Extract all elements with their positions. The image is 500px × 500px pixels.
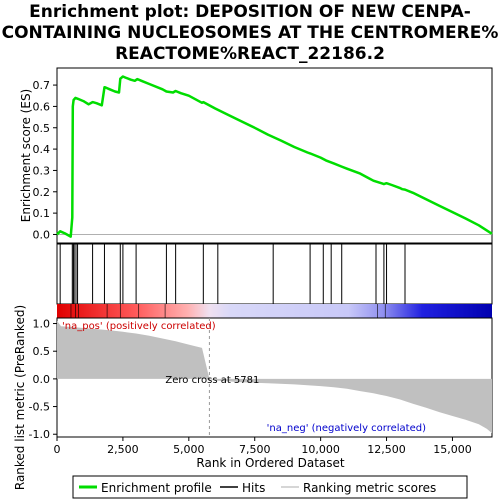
metric-xtick-label: 2,500 bbox=[107, 443, 139, 456]
metric-ytick-label: -0.5 bbox=[29, 401, 50, 414]
neg-annotation: 'na_neg' (negatively correlated) bbox=[267, 423, 426, 434]
hits-panel bbox=[56, 243, 493, 318]
axis-labels: Enrichment score (ES) Ranked list metric … bbox=[13, 89, 345, 490]
metric-area bbox=[57, 320, 492, 434]
es-ylabel: Enrichment score (ES) bbox=[19, 89, 33, 222]
metric-panel: 1.0 0.5 0.0 -0.5 -1.0 0 2,500 5,000 7,500 10,000 1… bbox=[29, 317, 493, 456]
es-ytick-label: 0.0 bbox=[33, 228, 51, 241]
rank-heat-bar bbox=[57, 304, 492, 318]
es-ytick-label: 0.3 bbox=[33, 164, 51, 177]
metric-xtick-label: 0 bbox=[54, 443, 61, 456]
es-ytick-label: 0.5 bbox=[33, 122, 51, 135]
es-panel: 0.0 0.1 0.2 0.3 0.4 0.5 0.6 0.7 bbox=[33, 67, 493, 244]
title-line-2: CONTAINING NUCLEOSOMES AT THE CENTROMERE… bbox=[1, 23, 499, 43]
title-line-1: Enrichment plot: DEPOSITION OF NEW CENPA… bbox=[29, 2, 471, 22]
legend-box bbox=[72, 475, 468, 499]
es-ytick-label: 0.6 bbox=[33, 100, 51, 113]
pos-annotation: 'na_pos' (positively correlated) bbox=[62, 321, 216, 332]
metric-xtick-label: 5,000 bbox=[173, 443, 205, 456]
es-ytick-label: 0.4 bbox=[33, 143, 51, 156]
metric-ytick-label: 0.5 bbox=[33, 345, 51, 358]
metric-xtick-label: 12,500 bbox=[367, 443, 406, 456]
metric-ytick-label: -1.0 bbox=[29, 428, 50, 441]
legend-item-label: Enrichment profile bbox=[101, 481, 212, 495]
metric-xtick-label: 7,500 bbox=[239, 443, 271, 456]
legend-item-label: Hits bbox=[242, 481, 265, 495]
legend-item-label: Ranking metric scores bbox=[303, 481, 436, 495]
metric-xtick-label: 10,000 bbox=[301, 443, 340, 456]
metric-xtick-label: 15,000 bbox=[433, 443, 472, 456]
metric-ylabel: Ranked list metric (PreRanked) bbox=[13, 305, 27, 490]
zero-cross-annotation: Zero cross at 5781 bbox=[165, 375, 259, 386]
es-plot-frame bbox=[56, 67, 493, 244]
hits-plot-frame bbox=[56, 243, 493, 305]
metric-ytick-label: 0.0 bbox=[33, 373, 51, 386]
es-series-line bbox=[56, 75, 493, 238]
title-line-3: REACTOME%REACT_22186.2 bbox=[115, 44, 385, 64]
es-ytick-label: 0.2 bbox=[33, 186, 51, 199]
chart-title: Enrichment plot: DEPOSITION OF NEW CENPA… bbox=[0, 2, 500, 65]
legend: Enrichment profile Hits Ranking metric sco… bbox=[72, 475, 468, 499]
es-ytick-label: 0.7 bbox=[33, 79, 51, 92]
xlabel: Rank in Ordered Dataset bbox=[196, 456, 344, 470]
es-ytick-label: 0.1 bbox=[33, 207, 51, 220]
metric-ytick-label: 1.0 bbox=[33, 318, 51, 331]
